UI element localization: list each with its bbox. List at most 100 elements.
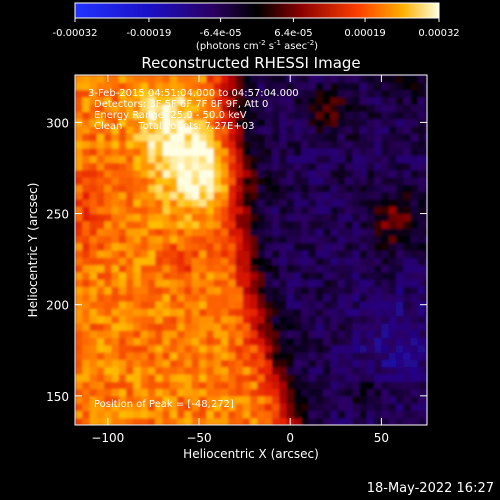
heatmap-cell: [271, 257, 280, 266]
heatmap-cell: [162, 184, 171, 193]
heatmap-cell: [323, 82, 331, 91]
heatmap-cell: [293, 352, 302, 360]
heatmap-cell: [337, 140, 346, 149]
heatmap-cell: [374, 257, 383, 266]
heatmap-cell: [126, 133, 134, 142]
heatmap-cell: [359, 330, 368, 339]
heatmap-cell: [279, 286, 288, 295]
heatmap-cell: [271, 286, 280, 295]
heatmap-cell: [330, 395, 339, 404]
heatmap-cell: [301, 169, 310, 178]
heatmap-cell: [271, 206, 280, 215]
heatmap-cell: [147, 126, 156, 134]
heatmap-cell: [323, 250, 331, 258]
heatmap-cell: [147, 228, 156, 237]
heatmap-cell: [403, 410, 412, 419]
heatmap-cell: [395, 96, 404, 105]
heatmap-cell: [410, 242, 419, 251]
heatmap-cell: [89, 315, 98, 324]
heatmap-cell: [206, 373, 215, 382]
heatmap-cell: [374, 366, 383, 375]
heatmap-cell: [206, 417, 215, 425]
heatmap-cell: [330, 250, 339, 258]
heatmap-cell: [147, 344, 156, 353]
heatmap-cell: [315, 264, 324, 273]
heatmap-cell: [162, 417, 171, 425]
heatmap-cell: [381, 359, 390, 368]
heatmap-cell: [242, 140, 251, 149]
heatmap-cell: [323, 373, 331, 382]
heatmap-cell: [213, 359, 222, 368]
heatmap-cell: [199, 147, 207, 156]
heatmap-cell: [169, 417, 178, 425]
heatmap-cell: [147, 279, 156, 288]
heatmap-cell: [191, 373, 200, 382]
heatmap-cell: [279, 220, 288, 229]
heatmap-cell: [82, 191, 91, 200]
heatmap-cell: [366, 373, 375, 382]
heatmap-cell: [162, 169, 171, 178]
heatmap-cell: [184, 184, 193, 193]
x-tick-label: 0: [286, 431, 294, 445]
heatmap-cell: [264, 286, 273, 295]
heatmap-cell: [330, 118, 339, 127]
heatmap-cell: [344, 352, 353, 360]
heatmap-cell: [213, 257, 222, 266]
heatmap-cell: [213, 126, 222, 134]
heatmap-cell: [417, 228, 426, 237]
heatmap-cell: [177, 250, 186, 258]
heatmap-cell: [235, 337, 244, 346]
heatmap-cell: [323, 395, 331, 404]
heatmap-cell: [388, 315, 397, 324]
heatmap-cell: [293, 257, 302, 266]
heatmap-cell: [359, 264, 368, 273]
heatmap-cell: [199, 235, 207, 244]
heatmap-cell: [155, 322, 164, 331]
heatmap-cell: [388, 301, 397, 309]
heatmap-cell: [337, 198, 346, 207]
heatmap-cell: [315, 133, 324, 142]
heatmap-cell: [330, 242, 339, 251]
heatmap-cell: [315, 82, 324, 91]
heatmap-cell: [352, 104, 361, 113]
heatmap-cell: [169, 308, 178, 317]
heatmap-cell: [162, 111, 171, 120]
heatmap-cell: [133, 337, 142, 346]
heatmap-cell: [220, 410, 229, 419]
heatmap-cell: [104, 337, 113, 346]
heatmap-cell: [323, 184, 331, 193]
heatmap-cell: [126, 315, 134, 324]
heatmap-cell: [126, 322, 134, 331]
heatmap-cell: [89, 155, 98, 164]
heatmap-cell: [286, 206, 295, 215]
heatmap-cell: [199, 118, 207, 127]
heatmap-cell: [206, 388, 215, 397]
heatmap-cell: [301, 162, 310, 171]
heatmap-cell: [403, 169, 412, 178]
heatmap-cell: [228, 228, 237, 237]
heatmap-cell: [228, 75, 237, 83]
heatmap-cell: [323, 271, 331, 280]
heatmap-cell: [337, 96, 346, 105]
heatmap-cell: [381, 220, 390, 229]
heatmap-cell: [279, 315, 288, 324]
heatmap-cell: [242, 344, 251, 353]
heatmap-cell: [257, 257, 266, 266]
heatmap-cell: [417, 271, 426, 280]
heatmap-cell: [381, 373, 390, 382]
heatmap-cell: [250, 140, 258, 149]
heatmap-cell: [279, 162, 288, 171]
heatmap-cell: [395, 388, 404, 397]
heatmap-cell: [89, 111, 98, 120]
heatmap-cell: [395, 301, 404, 309]
heatmap-cell: [425, 417, 427, 425]
heatmap-cell: [374, 126, 383, 134]
heatmap-cell: [425, 410, 427, 419]
heatmap-cell: [293, 118, 302, 127]
heatmap-cell: [111, 293, 120, 302]
heatmap-cell: [118, 308, 127, 317]
heatmap-cell: [301, 140, 310, 149]
heatmap-cell: [315, 242, 324, 251]
heatmap-cell: [126, 410, 134, 419]
heatmap-cell: [75, 235, 83, 244]
